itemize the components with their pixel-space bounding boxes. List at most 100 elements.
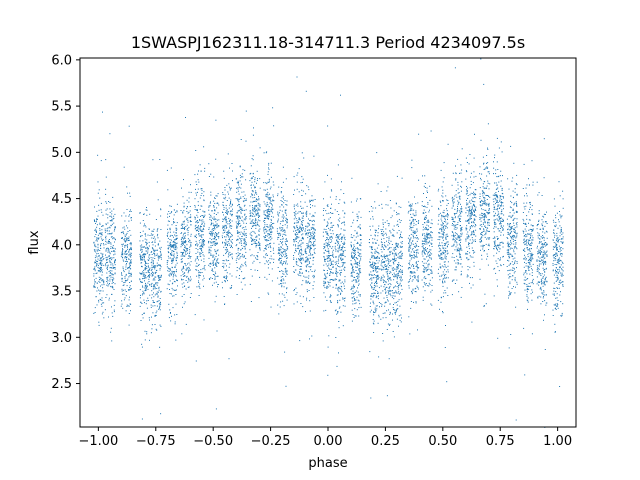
data-point: [383, 238, 385, 240]
data-point: [126, 186, 128, 188]
data-point: [263, 213, 265, 215]
data-point: [224, 236, 225, 238]
data-point: [401, 237, 403, 239]
data-point: [337, 311, 338, 313]
data-point: [374, 270, 376, 272]
data-point: [196, 275, 198, 277]
data-point: [313, 241, 315, 243]
data-point: [312, 199, 314, 201]
data-point: [386, 295, 388, 297]
data-point: [267, 239, 269, 241]
data-point: [225, 227, 227, 229]
data-point: [139, 212, 141, 214]
data-point: [226, 234, 228, 236]
data-point: [356, 296, 358, 298]
data-point: [263, 250, 265, 252]
data-point: [173, 209, 175, 211]
data-point: [376, 308, 378, 310]
data-point: [226, 250, 228, 252]
data-point: [158, 286, 160, 288]
data-point: [299, 231, 301, 232]
data-point: [386, 286, 388, 288]
data-point: [172, 276, 174, 278]
data-point: [370, 274, 372, 276]
data-point: [398, 213, 400, 215]
data-point: [123, 239, 125, 241]
data-point: [394, 249, 396, 250]
data-point: [222, 192, 224, 194]
data-point: [374, 252, 376, 254]
data-point: [382, 340, 384, 342]
data-point: [326, 237, 328, 238]
data-point: [399, 237, 400, 239]
data-point: [141, 258, 143, 260]
data-point: [281, 201, 283, 202]
data-point: [126, 279, 128, 281]
data-point: [236, 256, 238, 258]
data-point: [239, 217, 241, 219]
data-point: [110, 331, 112, 333]
data-point: [124, 234, 126, 236]
data-point: [299, 251, 300, 253]
data-point: [94, 262, 96, 264]
data-point: [332, 253, 334, 255]
data-point: [372, 300, 374, 302]
data-point: [121, 277, 123, 279]
data-point: [212, 262, 214, 264]
data-point: [144, 330, 146, 332]
data-point: [129, 264, 131, 266]
data-point: [298, 221, 299, 223]
data-point: [354, 253, 356, 254]
data-point: [185, 250, 187, 252]
data-point: [180, 233, 182, 234]
data-point: [269, 245, 271, 247]
data-point: [394, 274, 396, 276]
data-point: [370, 265, 372, 267]
data-point: [415, 224, 417, 226]
data-point: [142, 275, 144, 277]
data-point: [242, 176, 244, 178]
data-point: [338, 236, 340, 238]
data-point: [352, 249, 354, 251]
data-point: [100, 245, 101, 247]
data-point: [305, 282, 307, 284]
data-point: [344, 213, 346, 215]
data-point: [272, 200, 274, 202]
data-point: [390, 272, 392, 274]
data-point: [223, 219, 225, 221]
data-point: [391, 244, 393, 245]
data-point: [408, 201, 410, 203]
data-point: [310, 235, 312, 237]
data-point: [153, 284, 155, 286]
data-point: [159, 276, 161, 278]
data-point: [337, 251, 339, 253]
data-point: [170, 255, 172, 256]
data-point: [326, 258, 328, 260]
data-point: [168, 271, 170, 272]
data-point: [170, 246, 172, 248]
data-point: [398, 257, 400, 259]
data-point: [147, 276, 149, 278]
data-point: [284, 253, 286, 255]
data-point: [343, 221, 345, 223]
data-point: [242, 220, 244, 222]
data-point: [281, 293, 283, 295]
data-point: [187, 258, 189, 259]
data-point: [414, 277, 416, 279]
data-point: [338, 235, 340, 237]
data-point: [225, 253, 227, 255]
data-point: [167, 189, 169, 191]
data-point: [257, 270, 259, 271]
data-point: [111, 306, 112, 308]
data-point: [169, 293, 171, 294]
data-point: [142, 281, 143, 283]
data-point: [197, 204, 199, 206]
data-point: [181, 252, 183, 253]
data-point: [173, 241, 175, 243]
data-point: [208, 264, 210, 266]
data-point: [146, 331, 148, 333]
data-point: [309, 283, 310, 284]
data-point: [204, 265, 206, 266]
data-point: [294, 208, 295, 210]
data-point: [359, 234, 361, 236]
